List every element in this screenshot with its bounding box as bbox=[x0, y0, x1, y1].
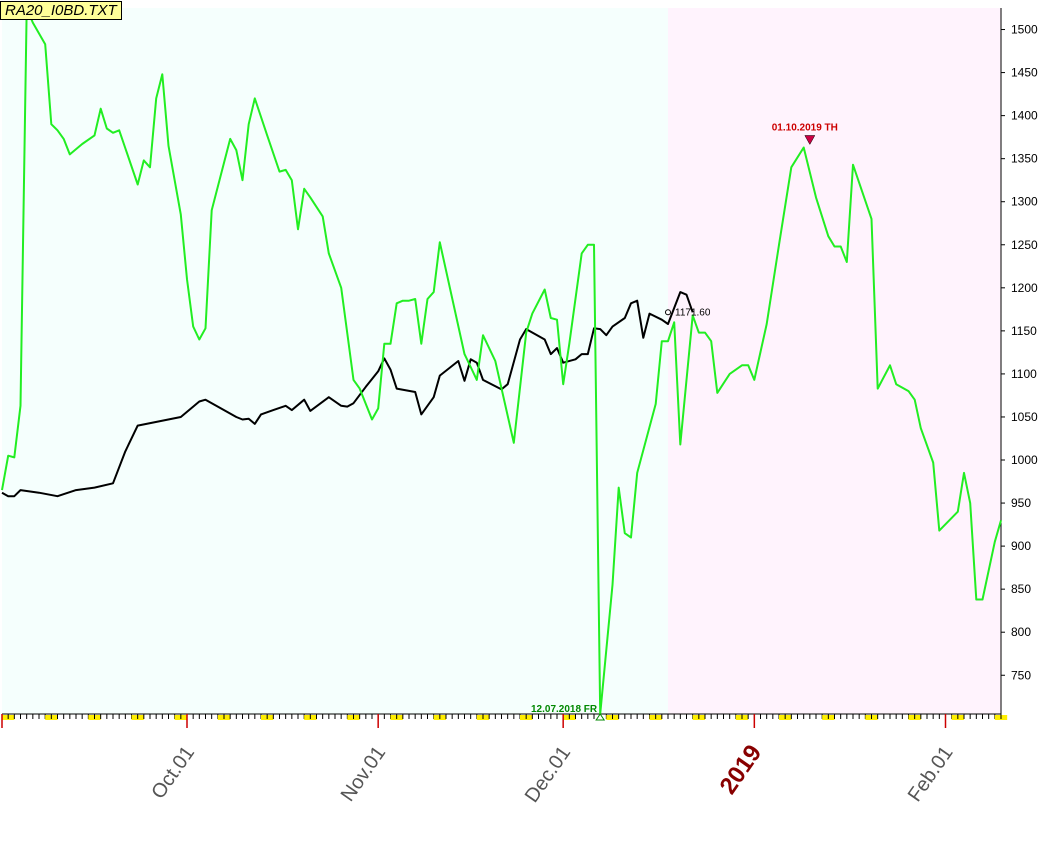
x-tick-label: 2019 bbox=[715, 740, 768, 799]
x-tick-label: Dec.01 bbox=[521, 742, 575, 807]
y-tick-label: 800 bbox=[1011, 625, 1031, 639]
annotation-marker-2 bbox=[665, 309, 671, 316]
y-tick-label: 1300 bbox=[1011, 195, 1038, 209]
y-tick-label: 1050 bbox=[1011, 410, 1038, 424]
y-tick-label: 1400 bbox=[1011, 109, 1038, 123]
annotation-label-2: 1171.60 bbox=[675, 307, 711, 318]
y-tick-label: 1350 bbox=[1011, 152, 1038, 166]
x-tick-label: Nov.01 bbox=[337, 742, 391, 805]
background-region-0 bbox=[2, 8, 668, 714]
y-tick-label: 1100 bbox=[1011, 367, 1037, 381]
y-tick-label: 1250 bbox=[1011, 238, 1038, 252]
series-line-1 bbox=[1, 7, 1002, 715]
annotation-marker-0 bbox=[804, 135, 816, 145]
y-tick-label: 1200 bbox=[1011, 281, 1038, 295]
x-tick-label: Feb.01 bbox=[904, 742, 958, 806]
chart-title: RA20_I0BD.TXT bbox=[0, 1, 122, 20]
y-tick-label: 950 bbox=[1011, 496, 1031, 510]
y-tick-label: 750 bbox=[1011, 668, 1031, 682]
y-tick-label: 1000 bbox=[1011, 453, 1038, 467]
x-tick-label: Oct.01 bbox=[147, 742, 199, 803]
annotation-marker-1 bbox=[595, 713, 606, 721]
y-tick-label: 900 bbox=[1011, 539, 1031, 553]
background-region-1 bbox=[668, 8, 1001, 714]
y-tick-label: 1450 bbox=[1011, 66, 1038, 80]
annotation-label-1: 12.07.2018 FR bbox=[531, 704, 598, 715]
y-tick-label: 1150 bbox=[1011, 324, 1037, 338]
y-tick-label: 850 bbox=[1011, 582, 1031, 596]
annotation-label-0: 01.10.2019 TH bbox=[772, 122, 838, 133]
y-tick-label: 1500 bbox=[1011, 23, 1038, 37]
series-line-0 bbox=[1, 291, 694, 498]
